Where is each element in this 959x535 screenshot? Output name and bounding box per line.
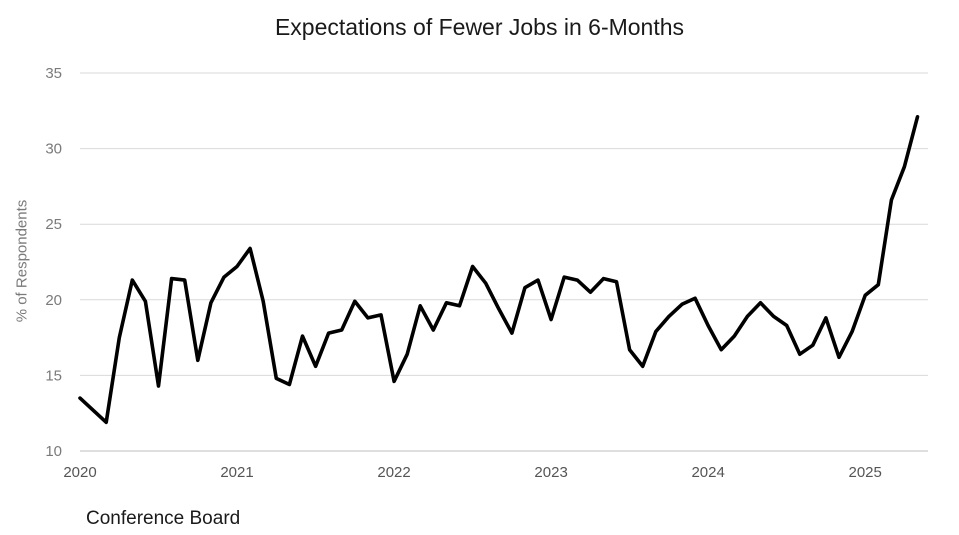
x-tick-label: 2020 — [63, 464, 96, 481]
source-label: Conference Board — [86, 508, 241, 529]
series-line — [78, 115, 920, 425]
y-tick-label: 25 — [45, 216, 62, 233]
y-tick-label: 10 — [45, 443, 62, 460]
x-tick-label: 2022 — [377, 464, 410, 481]
x-tick-label: 2025 — [848, 464, 881, 481]
x-tick-label: 2024 — [691, 464, 724, 481]
y-tick-labels: 10 15 20 25 30 35 — [45, 65, 62, 460]
x-tick-labels: 2020 2021 2022 2023 2024 2025 — [63, 464, 882, 481]
x-tick-label: 2021 — [220, 464, 253, 481]
y-tick-label: 35 — [45, 65, 62, 82]
x-tick-label: 2023 — [534, 464, 567, 481]
chart-title: Expectations of Fewer Jobs in 6-Months — [274, 14, 685, 40]
y-tick-label: 20 — [45, 292, 62, 309]
y-tick-label: 30 — [45, 141, 62, 158]
y-tick-label: 15 — [45, 367, 62, 384]
grid-lines — [80, 72, 928, 376]
